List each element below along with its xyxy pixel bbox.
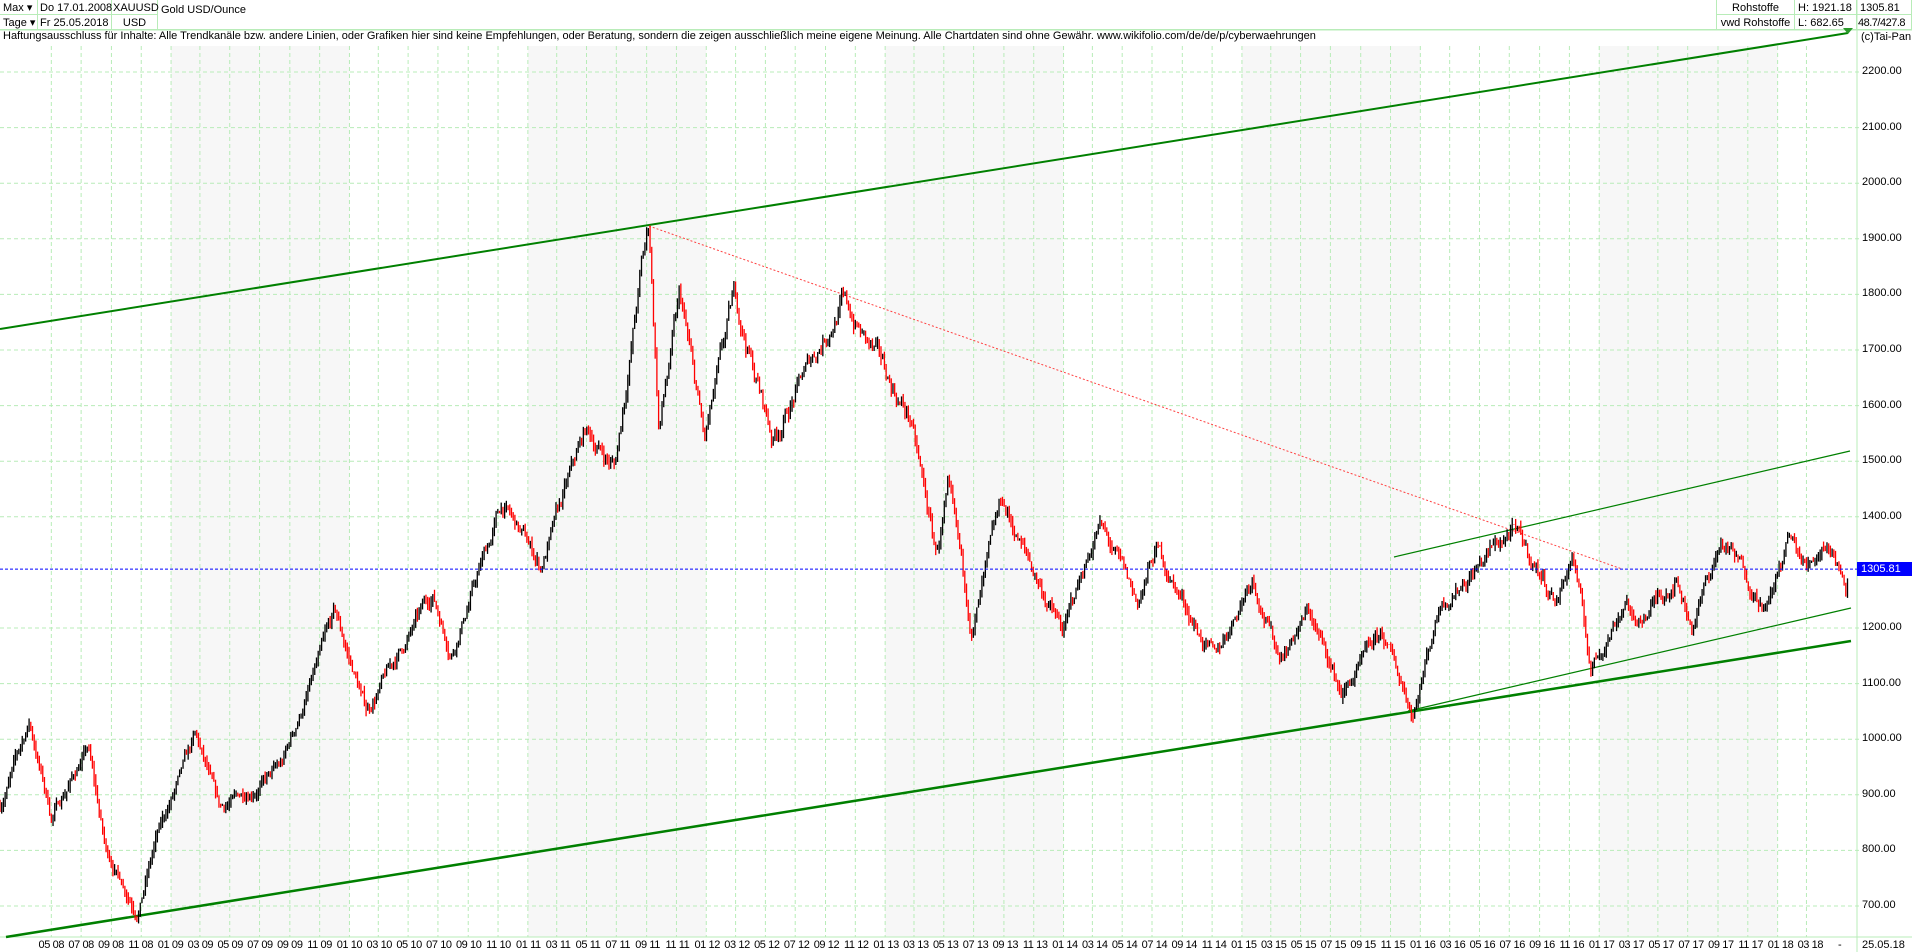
y-tick-label: 1800.00 [1862, 287, 1902, 300]
x-tick-label: 09 12 [813, 939, 840, 951]
y-tick-label: 700.00 [1862, 899, 1896, 911]
x-tick-label: 11 09 [307, 939, 332, 951]
x-tick-label: 07 08 [68, 939, 94, 951]
y-tick-label: 1100.00 [1862, 676, 1901, 689]
x-tick-label: 03 09 [187, 939, 214, 951]
x-tick-label: 07 13 [962, 939, 989, 951]
inner-upper-trend-line [1393, 450, 1851, 558]
dropdown-arrow-icon: ▾ [26, 2, 33, 14]
x-tick-label: 01 15 [1231, 939, 1257, 951]
x-tick-label: 09 09 [277, 939, 303, 951]
x-tick-label: 11 10 [486, 939, 511, 951]
x-tick-label: 07 15 [1320, 939, 1347, 951]
x-tick-label: 09 17 [1708, 939, 1734, 951]
x-tick-label: 09 10 [455, 939, 482, 951]
x-tick-label: 11 13 [1022, 939, 1048, 951]
x-tick-label: 01 11 [515, 939, 541, 951]
x-tick-label: 01 10 [336, 939, 363, 951]
year-band [171, 46, 350, 937]
x-tick-label: 11 16 [1559, 939, 1585, 951]
disclaimer: Haftungsausschluss für Inhalte: Alle Tre… [3, 30, 1316, 42]
inner-lower-trend-line [1407, 607, 1852, 712]
x-tick-label: 03 18 [1797, 939, 1824, 951]
x-tick-label: 01 14 [1052, 939, 1078, 951]
channel-arrow-icon [1843, 28, 1853, 34]
last-price-label: 1305.81 [1857, 562, 1912, 577]
y-tick-label: 1000.00 [1862, 732, 1902, 745]
x-tick-label: 11 14 [1201, 939, 1227, 951]
y-tick-label: 1700.00 [1862, 343, 1902, 355]
year-band [1241, 46, 1421, 937]
x-tick-label: 07 10 [426, 939, 452, 951]
dropdown-arrow-icon: ▾ [29, 17, 36, 29]
x-tick-label: 03 16 [1439, 939, 1466, 951]
x-tick-label: 07 16 [1499, 939, 1525, 951]
x-tick-label: 11 12 [843, 939, 869, 951]
x-tick-label: 09 08 [98, 939, 124, 951]
upper-channel-line [0, 32, 1849, 330]
x-tick-label: 09 14 [1171, 939, 1198, 951]
y-tick-label: 1400.00 [1862, 509, 1902, 522]
x-tick-label: 01 12 [694, 939, 720, 951]
x-tick-label: 05 16 [1469, 939, 1496, 951]
x-tick-label: 05 09 [217, 939, 243, 951]
x-tick-label: 11 11 [665, 939, 690, 951]
x-tick-label: 03 15 [1260, 939, 1287, 951]
year-band [885, 46, 1064, 937]
period-select[interactable]: Max ▾ [0, 0, 38, 15]
x-end-label: 25.05.18 [1862, 939, 1905, 951]
x-tick-label: 07 14 [1141, 939, 1168, 951]
year-band [1599, 46, 1778, 937]
lower-channel-line [5, 639, 1852, 939]
x-tick-label: 09 16 [1529, 939, 1555, 951]
start-date[interactable]: Do 17.01.2008 [38, 0, 113, 15]
x-tick-label: 01 09 [157, 939, 184, 951]
symbol: XAUUSD [112, 0, 159, 15]
x-tick-label: 03 17 [1618, 939, 1645, 951]
x-tick-label: 09 13 [992, 939, 1019, 951]
y-tick-label: 1900.00 [1862, 231, 1902, 244]
y-tick-label: 2200.00 [1862, 65, 1902, 77]
copyright: (c)Tai-Pan [1861, 31, 1912, 43]
x-tick-label: 09 15 [1350, 939, 1376, 951]
x-tick-label: 11 17 [1738, 939, 1764, 951]
y-tick-label: 800.00 [1862, 843, 1896, 856]
x-tick-label: 07 17 [1678, 939, 1704, 951]
x-tick-label: 01 17 [1588, 939, 1615, 951]
x-tick-label: 03 13 [903, 939, 929, 951]
x-axis-dash: - [1838, 939, 1842, 951]
x-tick-label: 07 11 [605, 939, 631, 951]
x-tick-label: 05 11 [575, 939, 601, 951]
x-tick-label: 05 08 [38, 939, 65, 951]
x-tick-label: 05 17 [1648, 939, 1675, 951]
x-tick-label: 09 11 [635, 939, 660, 951]
x-tick-label: 05 10 [396, 939, 422, 951]
x-tick-label: 07 12 [783, 939, 810, 951]
x-tick-label: 03 10 [366, 939, 393, 951]
x-tick-label: 01 13 [873, 939, 899, 951]
y-tick-label: 2000.00 [1862, 176, 1902, 189]
x-tick-label: 05 12 [754, 939, 780, 951]
year-band [527, 46, 707, 937]
x-tick-label: 11 08 [128, 939, 154, 951]
y-tick-label: 1500.00 [1862, 454, 1902, 467]
y-tick-label: 1200.00 [1862, 621, 1902, 633]
x-tick-label: 05 15 [1290, 939, 1317, 951]
x-tick-label: 07 09 [247, 939, 273, 951]
x-tick-label: 01 18 [1767, 939, 1794, 951]
x-tick-label: 01 16 [1410, 939, 1436, 951]
x-tick-label: 03 14 [1082, 939, 1108, 951]
y-tick-label: 900.00 [1862, 787, 1896, 800]
x-tick-label: 03 12 [724, 939, 750, 951]
x-tick-label: 11 15 [1380, 939, 1406, 951]
x-tick-label: 03 11 [545, 939, 571, 951]
x-tick-label: 05 14 [1111, 939, 1138, 951]
y-tick-label: 1600.00 [1862, 398, 1902, 411]
category: Rohstoffe [1717, 0, 1795, 15]
x-tick-label: 05 13 [932, 939, 959, 951]
y-tick-label: 2100.00 [1862, 120, 1902, 133]
